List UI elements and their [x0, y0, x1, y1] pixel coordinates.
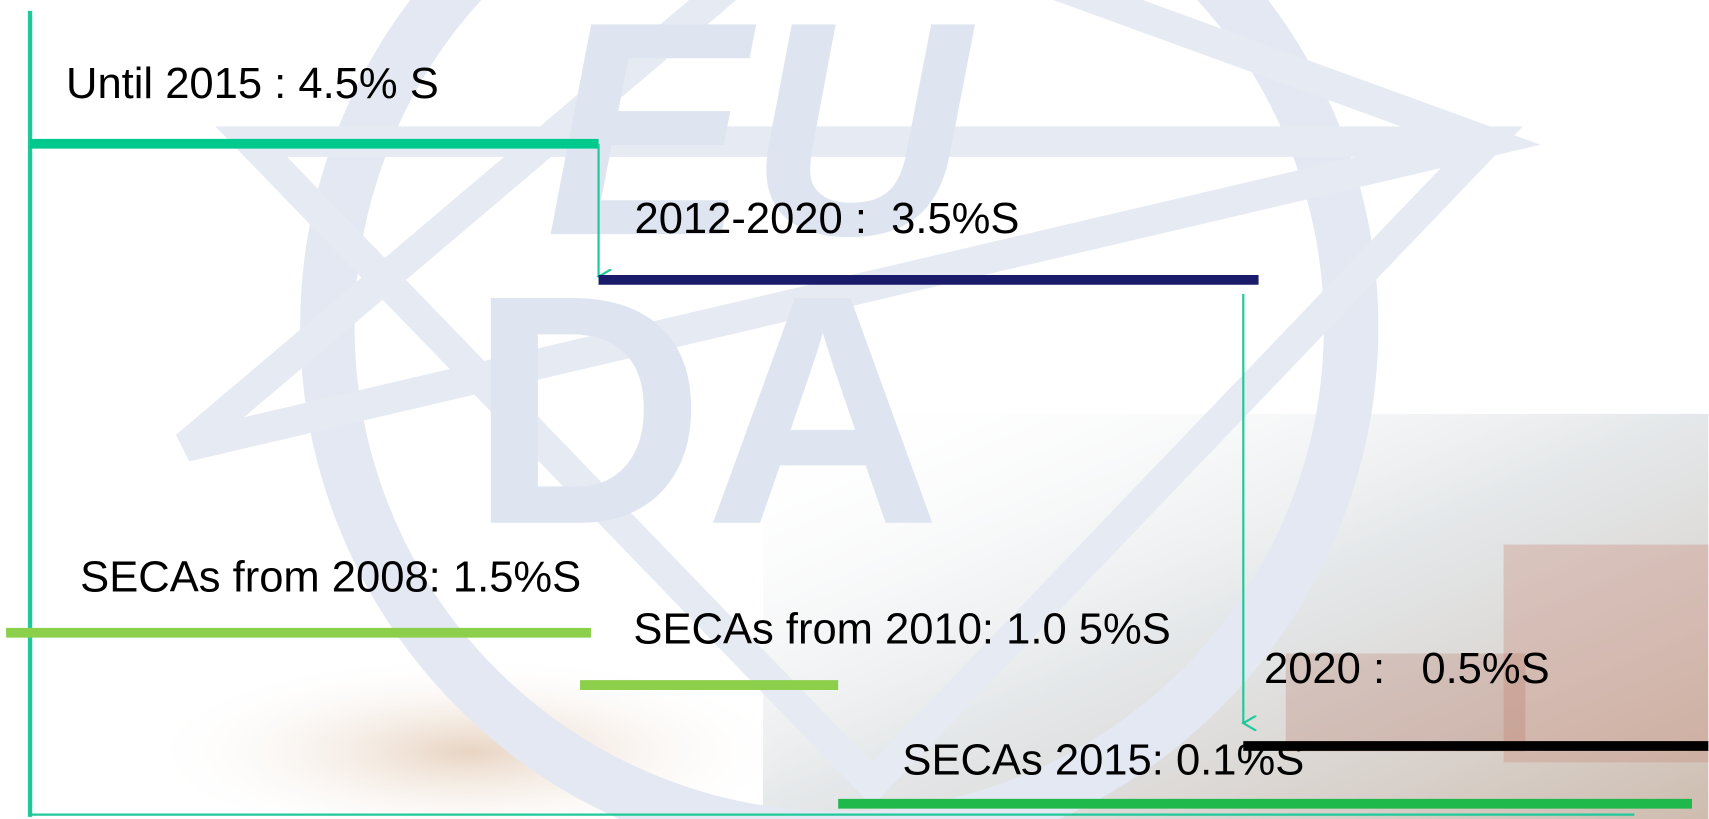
label: 2012-2020 : 3.5%S	[635, 195, 1020, 243]
label: 2020 : 0.5%S	[1264, 645, 1550, 693]
page: {"labels": ["Until 2015 : 4.5% S", "2012…	[0, 0, 1709, 819]
slide: EU DA Until 2015 : 4.5% S 2012-2020 : 3.…	[0, 0, 1709, 819]
label: SECAs 2015: 0.1%S	[902, 736, 1304, 784]
label: Until 2015 : 4.5% S	[66, 60, 439, 108]
label: SECAs from 2008: 1.5%S	[80, 553, 581, 601]
label: SECAs from 2010: 1.0 5%S	[633, 606, 1170, 654]
